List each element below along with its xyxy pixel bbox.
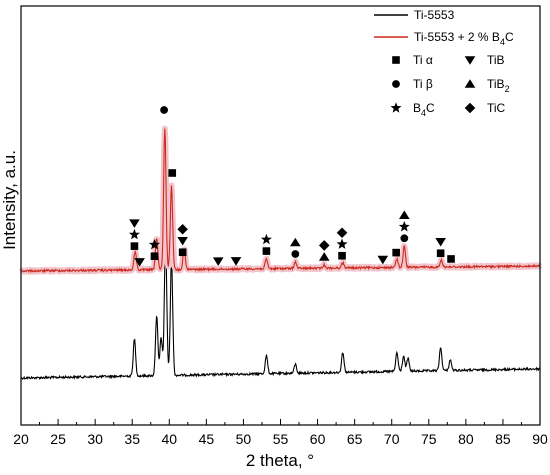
peak-marker-star — [148, 238, 160, 250]
x-tick-label: 55 — [273, 431, 289, 447]
x-tick-label: 40 — [161, 431, 177, 447]
legend-symbol-star — [390, 102, 402, 113]
peak-marker-star — [128, 228, 140, 240]
legend-symbol-diamond — [464, 102, 476, 114]
peak-marker-square — [338, 251, 346, 260]
legend-phase-label: Ti α — [413, 53, 433, 67]
x-tick-label: 80 — [458, 431, 474, 447]
legend-symbol-square — [392, 56, 400, 64]
peak-marker-triangle-down — [212, 257, 224, 266]
peak-marker-circle — [400, 234, 409, 243]
peak-marker-square — [447, 255, 455, 263]
peak-marker-triangle-up — [399, 210, 410, 220]
series-line-ti5553 — [20, 239, 541, 381]
x-tick-label: 35 — [124, 431, 140, 447]
peak-marker-triangle-up — [318, 252, 330, 261]
x-tick-label: 20 — [13, 431, 29, 447]
legend-phase-label: TiC — [487, 101, 506, 115]
peak-marker-diamond — [177, 223, 188, 235]
x-tick-label: 90 — [532, 431, 548, 447]
legend-phase-label: B4C — [413, 101, 435, 118]
peak-marker-triangle-down — [177, 236, 188, 246]
peak-marker-star — [336, 238, 348, 249]
peak-marker-star — [398, 221, 410, 232]
legend-label-ti5553: Ti-5553 — [414, 8, 455, 22]
x-tick-label: 50 — [236, 431, 252, 447]
peak-marker-square — [262, 247, 271, 255]
peak-marker-square — [130, 242, 139, 250]
peak-marker-diamond — [336, 227, 348, 239]
peak-marker-star — [260, 233, 272, 245]
peak-marker-circle — [160, 106, 168, 114]
x-tick-label: 75 — [421, 431, 437, 447]
legend-label-ti5553-b4c: Ti-5553 + 2 % B4C — [414, 30, 514, 47]
x-tick-label: 25 — [50, 431, 66, 447]
x-tick-label: 30 — [87, 431, 103, 447]
x-axis-title: 2 theta, ° — [246, 451, 314, 470]
peak-marker-triangle-down — [134, 258, 145, 267]
legend-phase-label: Ti β — [413, 77, 433, 91]
peak-marker-triangle-down — [435, 237, 446, 247]
peak-marker-square — [392, 248, 400, 257]
x-tick-label: 45 — [199, 431, 215, 447]
legend-symbol-circle — [392, 80, 400, 88]
peak-marker-circle — [291, 250, 300, 258]
legend-phase-label: TiB — [487, 53, 505, 67]
peak-markers — [128, 106, 455, 267]
x-tick-label: 60 — [310, 431, 326, 447]
peak-marker-triangle-down — [377, 255, 389, 265]
x-tick-label: 85 — [495, 431, 511, 447]
legend-symbol-triangle-down — [464, 56, 476, 65]
peak-marker-triangle-down — [129, 219, 140, 228]
series-line-ti5553-b4c — [20, 128, 541, 274]
legend-phase-label: TiB2 — [487, 77, 510, 94]
peak-marker-square — [178, 248, 187, 257]
peak-marker-diamond — [318, 240, 330, 251]
x-tick-label: 70 — [384, 431, 400, 447]
y-axis-title: Intensity, a.u. — [0, 150, 19, 250]
legend-box — [366, 8, 538, 118]
peak-marker-square — [436, 249, 445, 258]
peak-marker-triangle-down — [230, 257, 242, 266]
legend-symbol-triangle-up — [464, 79, 476, 88]
x-tick-label: 65 — [347, 431, 363, 447]
peak-marker-square — [168, 169, 177, 177]
peak-marker-triangle-up — [290, 237, 301, 247]
peak-marker-square — [150, 252, 159, 261]
